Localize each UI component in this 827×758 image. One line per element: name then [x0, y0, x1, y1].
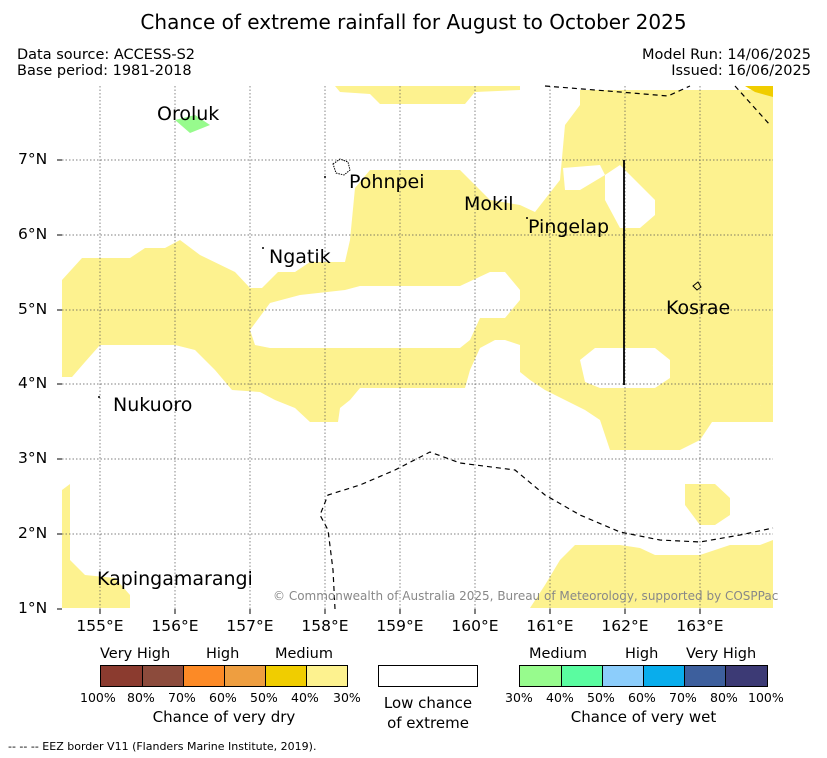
lon-tick-label: 158°E: [301, 617, 349, 635]
dry-pct-label: 80%: [127, 690, 155, 705]
dry-legend-caption: Chance of very dry: [152, 708, 296, 726]
dry-category-very-high: Very High: [100, 646, 171, 662]
kosrae-island: [692, 281, 702, 291]
dry-medium-region: [685, 484, 730, 525]
low-chance-region: [563, 165, 605, 190]
wet-pct-label: 60%: [628, 690, 656, 705]
low-chance-label-line1: Low chance: [383, 694, 473, 712]
lon-tick-label: 159°E: [376, 617, 424, 635]
map-title: Chance of extreme rainfall for August to…: [140, 10, 687, 34]
dry-swatch: [265, 665, 306, 687]
axis-ticks: [57, 159, 701, 614]
pohnpei-island: [332, 158, 351, 176]
wet-category-very-high: Very High: [686, 646, 757, 662]
lat-tick-label: 4°N: [18, 374, 48, 392]
low-chance-swatch: [378, 665, 478, 687]
place-label-nukuoro: Nukuoro: [113, 394, 193, 416]
lat-tick-label: 3°N: [18, 449, 48, 467]
wet-pct-label: 40%: [546, 690, 574, 705]
dry-swatch: [224, 665, 265, 687]
dry-pct-label: 70%: [168, 690, 196, 705]
place-label-pingelap: Pingelap: [528, 216, 610, 238]
wet-pct-label: 100%: [748, 690, 784, 705]
lat-tick-label: 6°N: [18, 225, 48, 243]
copyright-notice: © Commonwealth of Australia 2025, Bureau…: [273, 589, 779, 603]
wet-swatch: [602, 665, 643, 687]
wet-pct-label: 70%: [669, 690, 697, 705]
dry-medium-region: [62, 484, 130, 608]
lat-tick-label: 1°N: [18, 599, 48, 617]
lon-tick-label: 161°E: [526, 617, 574, 635]
eez-border: [319, 85, 774, 610]
wet-swatch: [561, 665, 602, 687]
data-source: Data source: ACCESS-S2: [17, 47, 196, 63]
pingelap-dot: [526, 217, 528, 219]
lon-tick-label: 163°E: [676, 617, 724, 635]
lat-tick-label: 5°N: [18, 300, 48, 318]
place-label-ngatik: Ngatik: [269, 246, 331, 268]
lon-tick-label: 155°E: [76, 617, 124, 635]
place-label-kapingamarangi: Kapingamarangi: [97, 568, 253, 590]
dry-pct-label: 100%: [80, 690, 116, 705]
dry-swatch: [183, 665, 224, 687]
graticule: [62, 86, 773, 609]
base-period: Base period: 1981-2018: [17, 63, 192, 79]
nukuoro-dot: [98, 396, 100, 398]
dry-medium-region: [335, 86, 520, 104]
low-chance-region: [580, 348, 670, 388]
low-chance-region: [605, 165, 655, 228]
pohnpei-outlier-dot: [324, 176, 326, 178]
model-run: Model Run: 14/06/2025: [641, 47, 811, 63]
lat-tick-label: 7°N: [18, 150, 48, 168]
wet-swatch: [643, 665, 684, 687]
dry-pct-label: 30%: [333, 690, 361, 705]
wet-category-high: High: [625, 646, 659, 662]
place-label-kosrae: Kosrae: [666, 297, 731, 319]
dry-medium-region: [530, 540, 773, 608]
wet-swatch: [684, 665, 725, 687]
wet-swatch: [725, 665, 768, 687]
lon-tick-label: 156°E: [151, 617, 199, 635]
wet-medium-region: [175, 115, 210, 133]
dry-medium-region-dark: [745, 86, 773, 97]
eez-border-note: -- -- -- EEZ border V11 (Flanders Marine…: [8, 740, 317, 753]
dry-swatch: [100, 665, 142, 687]
wet-pct-label: 50%: [587, 690, 615, 705]
dry-swatch: [306, 665, 348, 687]
lon-tick-label: 162°E: [601, 617, 649, 635]
dry-pct-label: 50%: [250, 690, 278, 705]
ngatik-dot: [262, 247, 264, 249]
rainfall-layer: [62, 86, 773, 608]
place-label-mokil: Mokil: [464, 193, 514, 215]
wet-pct-label: 30%: [505, 690, 533, 705]
lon-tick-label: 160°E: [451, 617, 499, 635]
dry-pct-label: 60%: [209, 690, 237, 705]
wet-category-medium: Medium: [529, 646, 587, 662]
wet-legend-caption: Chance of very wet: [570, 708, 717, 726]
issued-date: Issued: 16/06/2025: [671, 63, 811, 79]
wet-swatch: [519, 665, 561, 687]
dry-category-high: High: [206, 646, 240, 662]
place-label-oroluk: Oroluk: [157, 103, 220, 125]
place-label-pohnpei: Pohnpei: [349, 171, 425, 193]
lat-tick-label: 2°N: [18, 524, 48, 542]
low-chance-label-line2: of extreme: [387, 714, 469, 732]
dry-category-medium: Medium: [275, 646, 333, 662]
wet-pct-label: 80%: [710, 690, 738, 705]
dry-pct-label: 40%: [291, 690, 319, 705]
dry-swatch: [142, 665, 183, 687]
lon-tick-label: 157°E: [226, 617, 274, 635]
